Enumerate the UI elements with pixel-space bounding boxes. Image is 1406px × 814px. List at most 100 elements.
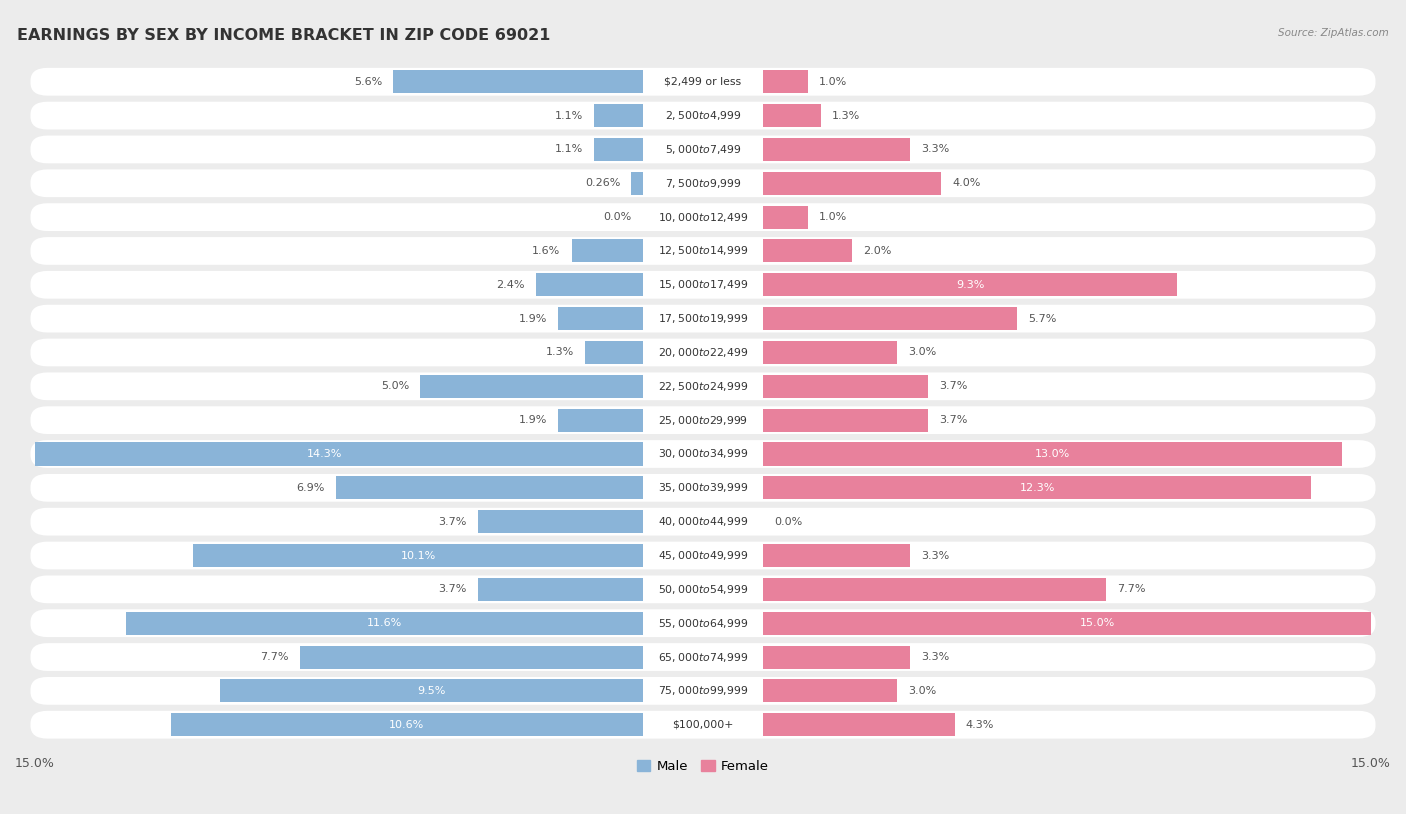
Bar bbox=[763, 611, 1406, 635]
Text: 3.7%: 3.7% bbox=[939, 415, 967, 425]
Text: 3.0%: 3.0% bbox=[908, 348, 936, 357]
FancyBboxPatch shape bbox=[31, 610, 1375, 637]
Text: 1.1%: 1.1% bbox=[554, 111, 582, 120]
Text: 7.7%: 7.7% bbox=[260, 652, 288, 662]
Text: 1.3%: 1.3% bbox=[546, 348, 574, 357]
Text: $35,000 to $39,999: $35,000 to $39,999 bbox=[658, 481, 748, 494]
Bar bbox=[299, 646, 643, 668]
Text: 3.7%: 3.7% bbox=[939, 381, 967, 392]
FancyBboxPatch shape bbox=[31, 237, 1375, 265]
Text: 0.26%: 0.26% bbox=[585, 178, 620, 188]
Text: 3.3%: 3.3% bbox=[921, 144, 949, 155]
Text: $40,000 to $44,999: $40,000 to $44,999 bbox=[658, 515, 748, 528]
Text: $7,500 to $9,999: $7,500 to $9,999 bbox=[665, 177, 741, 190]
Text: 3.0%: 3.0% bbox=[908, 686, 936, 696]
FancyBboxPatch shape bbox=[31, 339, 1375, 366]
Text: $22,500 to $24,999: $22,500 to $24,999 bbox=[658, 380, 748, 393]
Text: 14.3%: 14.3% bbox=[307, 449, 342, 459]
Bar bbox=[170, 713, 643, 736]
Text: 3.3%: 3.3% bbox=[921, 652, 949, 662]
Text: $5,000 to $7,499: $5,000 to $7,499 bbox=[665, 143, 741, 156]
Text: 12.3%: 12.3% bbox=[1019, 483, 1054, 492]
Text: 5.7%: 5.7% bbox=[1028, 313, 1056, 324]
Text: 4.3%: 4.3% bbox=[966, 720, 994, 729]
Text: 13.0%: 13.0% bbox=[1035, 449, 1070, 459]
FancyBboxPatch shape bbox=[31, 136, 1375, 164]
Bar bbox=[420, 374, 643, 398]
Bar bbox=[763, 443, 1343, 466]
Text: $2,499 or less: $2,499 or less bbox=[665, 77, 741, 87]
Bar bbox=[763, 578, 1107, 601]
Text: Source: ZipAtlas.com: Source: ZipAtlas.com bbox=[1278, 28, 1389, 38]
FancyBboxPatch shape bbox=[31, 575, 1375, 603]
Text: 10.6%: 10.6% bbox=[389, 720, 425, 729]
Text: 2.0%: 2.0% bbox=[863, 246, 891, 256]
Text: 0.0%: 0.0% bbox=[775, 517, 803, 527]
Bar bbox=[478, 578, 643, 601]
Bar bbox=[763, 713, 955, 736]
FancyBboxPatch shape bbox=[31, 204, 1375, 231]
Bar bbox=[763, 341, 897, 364]
Bar bbox=[763, 239, 852, 262]
FancyBboxPatch shape bbox=[31, 474, 1375, 501]
Text: 15.0%: 15.0% bbox=[1080, 618, 1115, 628]
Bar bbox=[6, 443, 643, 466]
Text: $55,000 to $64,999: $55,000 to $64,999 bbox=[658, 617, 748, 630]
FancyBboxPatch shape bbox=[31, 406, 1375, 434]
Text: 10.1%: 10.1% bbox=[401, 550, 436, 561]
Text: $25,000 to $29,999: $25,000 to $29,999 bbox=[658, 414, 748, 427]
Text: 4.0%: 4.0% bbox=[952, 178, 981, 188]
Text: 1.9%: 1.9% bbox=[519, 313, 547, 324]
Text: $12,500 to $14,999: $12,500 to $14,999 bbox=[658, 244, 748, 257]
Bar bbox=[127, 611, 643, 635]
Text: 5.6%: 5.6% bbox=[354, 77, 382, 87]
Text: $2,500 to $4,999: $2,500 to $4,999 bbox=[665, 109, 741, 122]
Bar bbox=[763, 307, 1017, 330]
Text: 3.7%: 3.7% bbox=[439, 584, 467, 594]
Bar bbox=[572, 239, 643, 262]
Bar bbox=[593, 104, 643, 127]
FancyBboxPatch shape bbox=[31, 102, 1375, 129]
Text: $75,000 to $99,999: $75,000 to $99,999 bbox=[658, 685, 748, 698]
Bar bbox=[394, 70, 643, 94]
Bar bbox=[336, 476, 643, 499]
Bar bbox=[631, 172, 643, 195]
Text: 0.0%: 0.0% bbox=[603, 212, 631, 222]
FancyBboxPatch shape bbox=[31, 440, 1375, 468]
Text: 9.3%: 9.3% bbox=[956, 280, 984, 290]
Text: 1.6%: 1.6% bbox=[533, 246, 561, 256]
FancyBboxPatch shape bbox=[31, 508, 1375, 536]
Text: 1.1%: 1.1% bbox=[554, 144, 582, 155]
Bar bbox=[763, 646, 910, 668]
Text: EARNINGS BY SEX BY INCOME BRACKET IN ZIP CODE 69021: EARNINGS BY SEX BY INCOME BRACKET IN ZIP… bbox=[17, 28, 550, 43]
Text: $50,000 to $54,999: $50,000 to $54,999 bbox=[658, 583, 748, 596]
Text: $15,000 to $17,499: $15,000 to $17,499 bbox=[658, 278, 748, 291]
Bar bbox=[763, 70, 807, 94]
FancyBboxPatch shape bbox=[31, 541, 1375, 569]
FancyBboxPatch shape bbox=[31, 677, 1375, 705]
FancyBboxPatch shape bbox=[31, 271, 1375, 299]
Bar bbox=[558, 409, 643, 431]
Text: $10,000 to $12,499: $10,000 to $12,499 bbox=[658, 211, 748, 224]
Bar bbox=[763, 409, 928, 431]
Bar bbox=[763, 374, 928, 398]
FancyBboxPatch shape bbox=[31, 373, 1375, 400]
Text: 6.9%: 6.9% bbox=[297, 483, 325, 492]
Bar bbox=[763, 172, 941, 195]
FancyBboxPatch shape bbox=[31, 169, 1375, 197]
Text: 3.7%: 3.7% bbox=[439, 517, 467, 527]
Bar bbox=[536, 274, 643, 296]
Bar bbox=[763, 206, 807, 229]
Text: 1.9%: 1.9% bbox=[519, 415, 547, 425]
Bar bbox=[219, 680, 643, 702]
Bar bbox=[193, 544, 643, 567]
Bar bbox=[763, 476, 1310, 499]
Text: $17,500 to $19,999: $17,500 to $19,999 bbox=[658, 312, 748, 325]
Bar bbox=[763, 104, 821, 127]
Text: 1.0%: 1.0% bbox=[818, 212, 846, 222]
Text: 9.5%: 9.5% bbox=[418, 686, 446, 696]
Bar bbox=[763, 274, 1177, 296]
Text: $100,000+: $100,000+ bbox=[672, 720, 734, 729]
Text: 2.4%: 2.4% bbox=[496, 280, 524, 290]
Bar bbox=[478, 510, 643, 533]
